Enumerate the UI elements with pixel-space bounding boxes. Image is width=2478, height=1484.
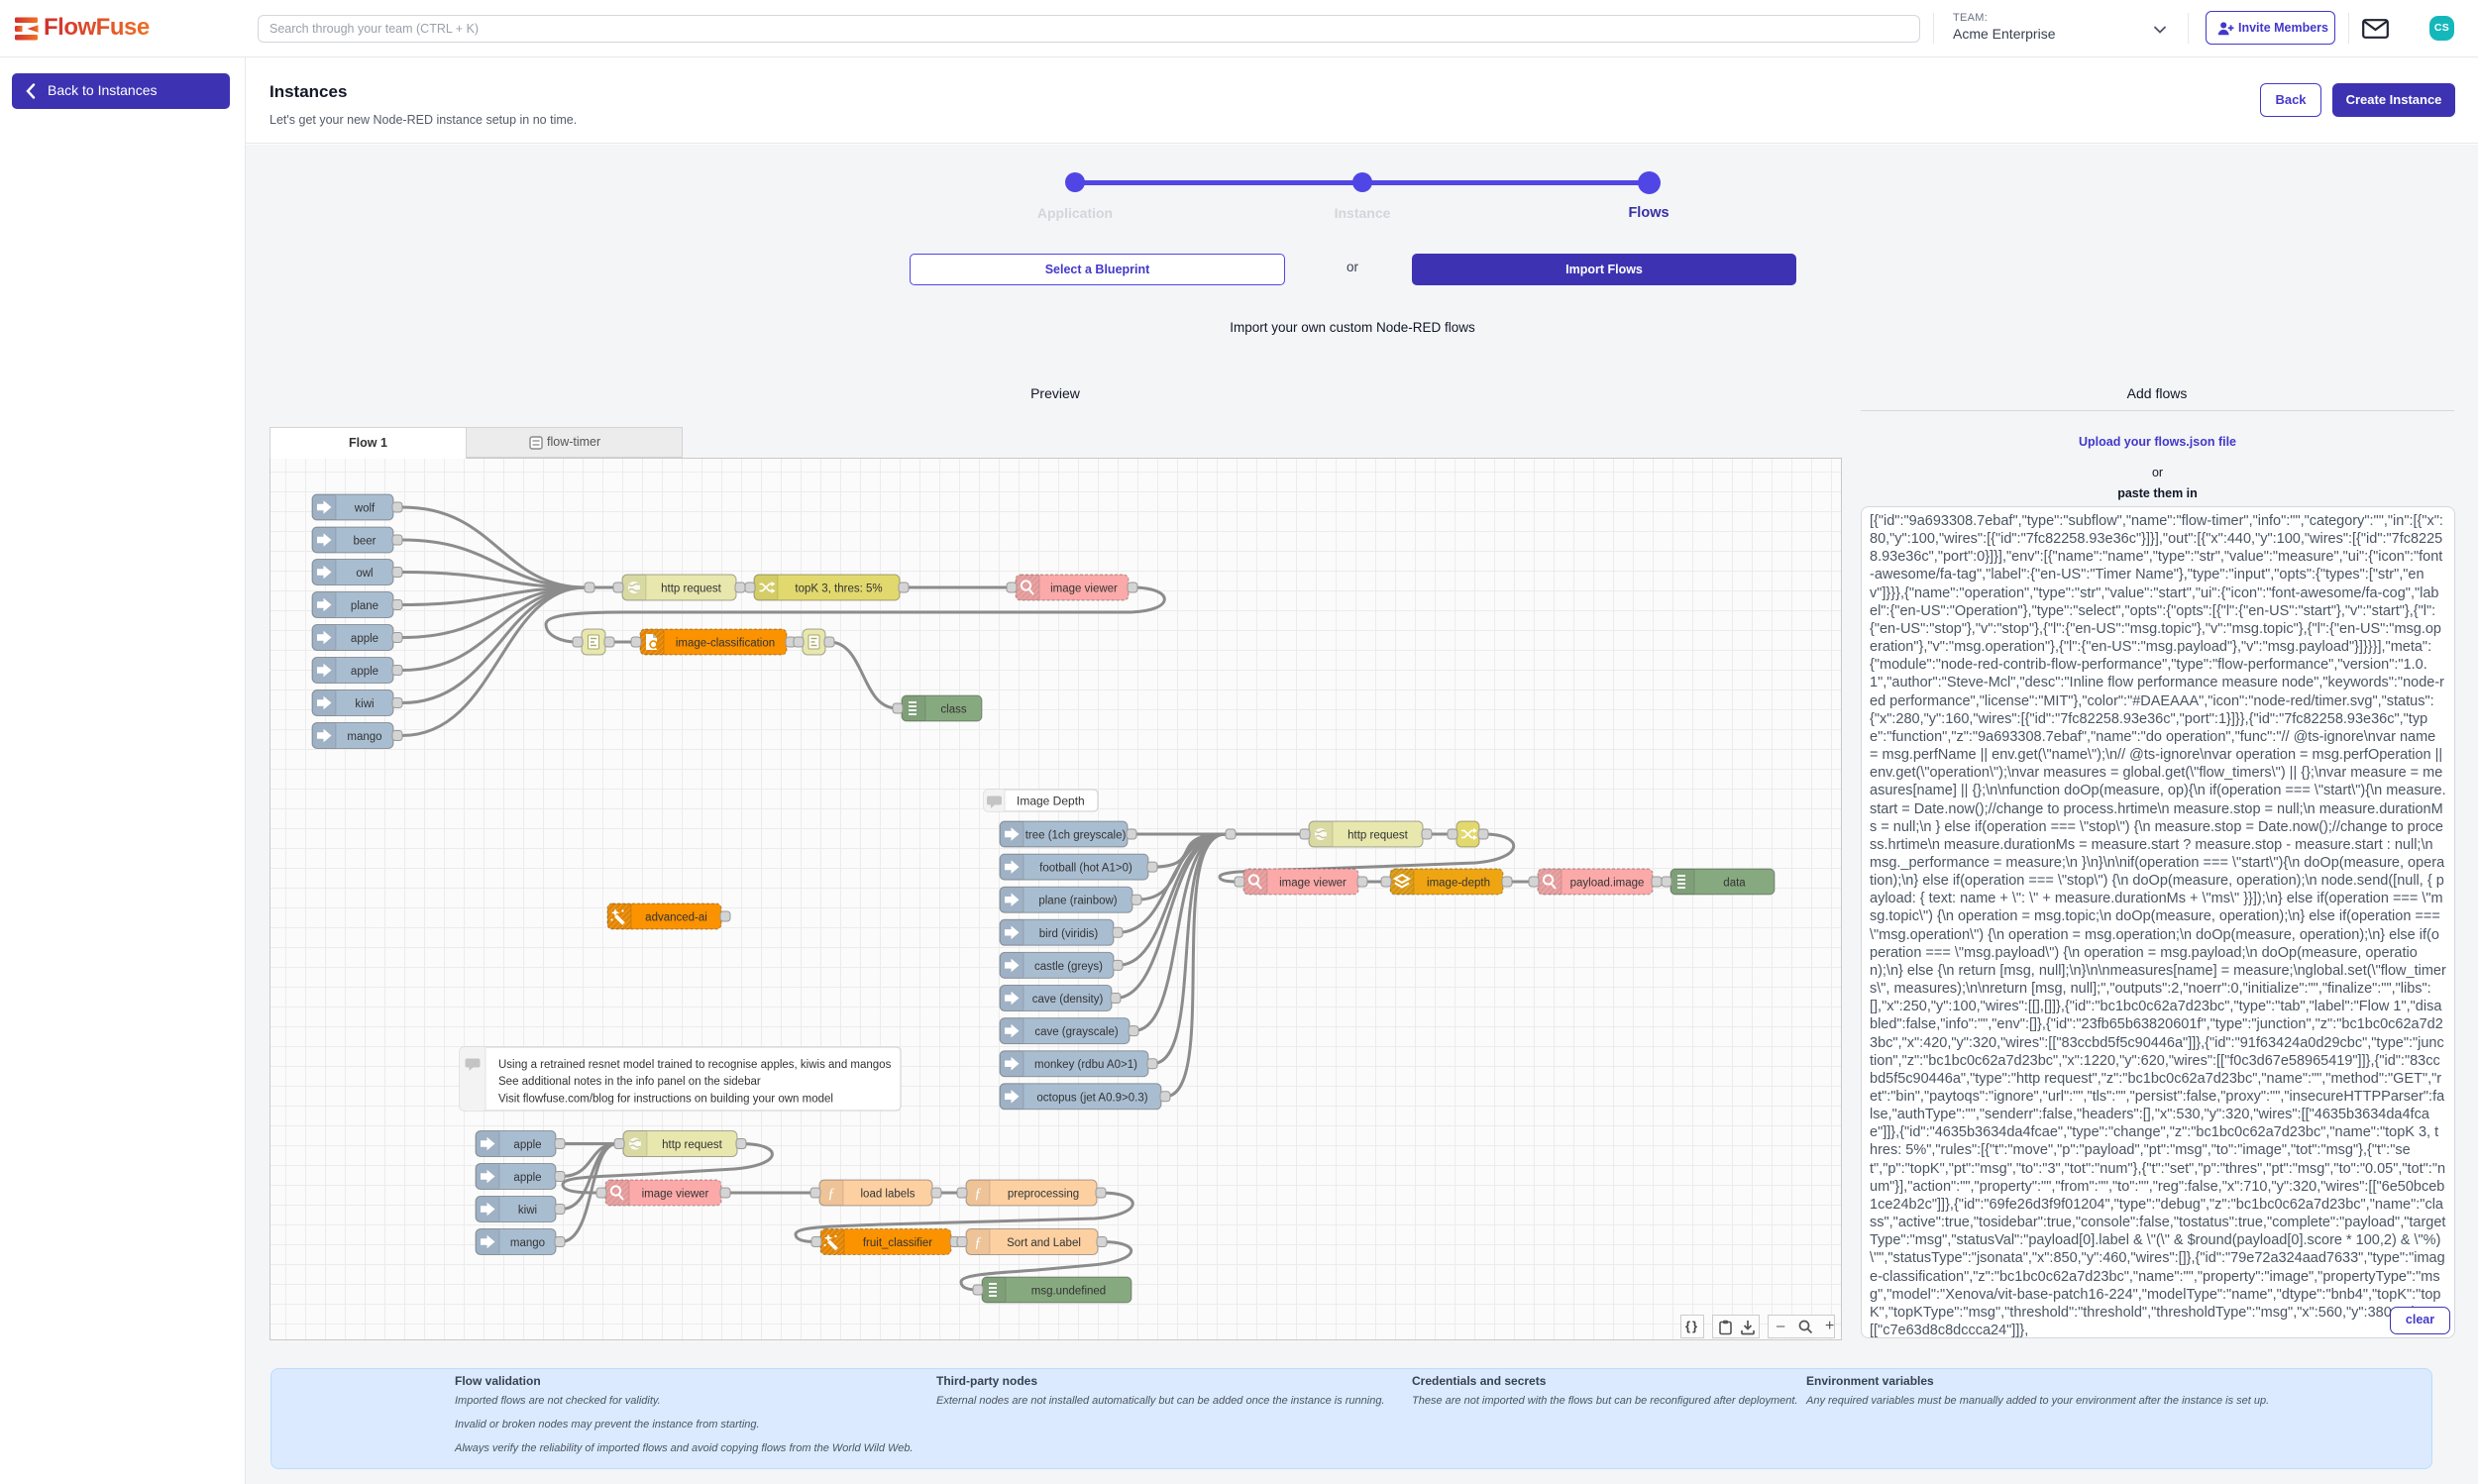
svg-text:wolf: wolf [354, 503, 376, 515]
svg-text:load labels: load labels [861, 1189, 916, 1201]
svg-text:tree (1ch greyscale): tree (1ch greyscale) [1025, 830, 1127, 842]
svg-text:cave (density): cave (density) [1032, 994, 1104, 1006]
svg-text:Using a retrained resnet model: Using a retrained resnet model trained t… [498, 1059, 892, 1071]
svg-text:plane (rainbow): plane (rainbow) [1038, 896, 1117, 907]
svg-text:mango: mango [347, 731, 381, 743]
svg-text:preprocessing: preprocessing [1008, 1189, 1079, 1201]
svg-text:mango: mango [510, 1237, 545, 1249]
svg-text:bird (viridis): bird (viridis) [1039, 928, 1099, 940]
svg-text:plane: plane [351, 600, 378, 612]
svg-text:Sort and Label: Sort and Label [1007, 1237, 1081, 1249]
svg-text:ƒ: ƒ [827, 1186, 835, 1202]
svg-text:apple: apple [513, 1172, 541, 1184]
svg-text:monkey (rdbu A0>1): monkey (rdbu A0>1) [1034, 1059, 1137, 1071]
svg-text:football (hot A1>0): football (hot A1>0) [1039, 863, 1132, 875]
svg-text:owl: owl [356, 568, 373, 580]
svg-text:castle (greys): castle (greys) [1034, 961, 1103, 973]
svg-text:See additional notes in the in: See additional notes in the info panel o… [498, 1076, 761, 1088]
svg-text:kiwi: kiwi [355, 698, 374, 710]
svg-text:http request: http request [661, 583, 722, 595]
svg-text:kiwi: kiwi [518, 1205, 537, 1217]
svg-text:image viewer: image viewer [642, 1189, 709, 1201]
svg-text:payload.image: payload.image [1570, 878, 1645, 890]
svg-text:Visit flowfuse.com/blog for in: Visit flowfuse.com/blog for instructions… [498, 1093, 833, 1105]
svg-text:Image Depth: Image Depth [1017, 795, 1085, 808]
svg-text:cave (grayscale): cave (grayscale) [1034, 1026, 1119, 1038]
svg-text:image viewer: image viewer [1279, 878, 1347, 890]
svg-text:class: class [940, 704, 966, 716]
svg-text:advanced-ai: advanced-ai [645, 912, 707, 924]
svg-text:image-depth: image-depth [1427, 878, 1490, 890]
svg-text:msg.undefined: msg.undefined [1031, 1286, 1106, 1298]
svg-text:http request: http request [662, 1139, 723, 1151]
svg-text:topK 3, thres: 5%: topK 3, thres: 5% [795, 583, 882, 595]
svg-text:octopus (jet A0.9>0.3): octopus (jet A0.9>0.3) [1036, 1092, 1147, 1104]
svg-text:ƒ: ƒ [974, 1186, 982, 1202]
svg-text:image-classification: image-classification [676, 638, 775, 650]
svg-text:apple: apple [351, 633, 378, 645]
svg-text:image viewer: image viewer [1050, 583, 1118, 595]
svg-text:data: data [1723, 878, 1746, 890]
svg-text:apple: apple [351, 666, 378, 678]
svg-text:beer: beer [353, 536, 376, 548]
svg-text:http request: http request [1347, 830, 1409, 842]
svg-text:fruit_classifier: fruit_classifier [863, 1237, 932, 1249]
svg-text:apple: apple [513, 1139, 541, 1151]
svg-text:ƒ: ƒ [974, 1235, 982, 1251]
